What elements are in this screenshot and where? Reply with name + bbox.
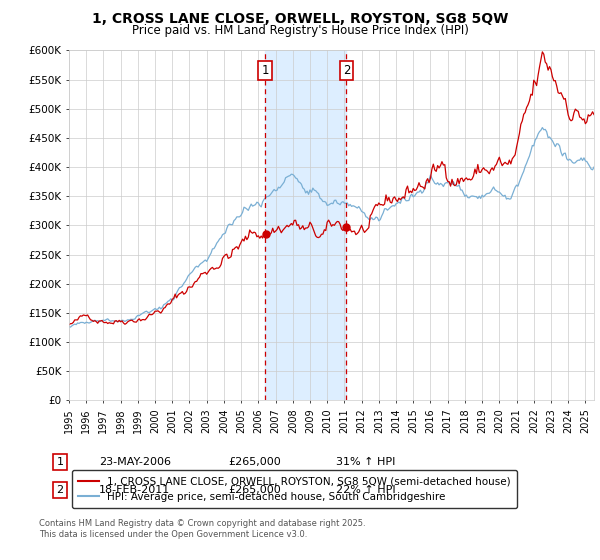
Text: 2: 2 bbox=[56, 485, 64, 495]
Text: 22% ↑ HPI: 22% ↑ HPI bbox=[336, 485, 395, 495]
Text: 1: 1 bbox=[56, 457, 64, 467]
Bar bbox=[265, 50, 346, 400]
Text: 18-FEB-2011: 18-FEB-2011 bbox=[99, 485, 170, 495]
Text: 1, CROSS LANE CLOSE, ORWELL, ROYSTON, SG8 5QW: 1, CROSS LANE CLOSE, ORWELL, ROYSTON, SG… bbox=[92, 12, 508, 26]
Text: 2: 2 bbox=[343, 64, 350, 77]
Text: 1: 1 bbox=[262, 64, 269, 77]
Text: £265,000: £265,000 bbox=[228, 457, 281, 467]
Legend: 1, CROSS LANE CLOSE, ORWELL, ROYSTON, SG8 5QW (semi-detached house), HPI: Averag: 1, CROSS LANE CLOSE, ORWELL, ROYSTON, SG… bbox=[71, 470, 517, 508]
Text: 23-MAY-2006: 23-MAY-2006 bbox=[99, 457, 171, 467]
Text: Contains HM Land Registry data © Crown copyright and database right 2025.
This d: Contains HM Land Registry data © Crown c… bbox=[39, 520, 365, 539]
Text: 31% ↑ HPI: 31% ↑ HPI bbox=[336, 457, 395, 467]
Text: Price paid vs. HM Land Registry's House Price Index (HPI): Price paid vs. HM Land Registry's House … bbox=[131, 24, 469, 36]
Text: £265,000: £265,000 bbox=[228, 485, 281, 495]
